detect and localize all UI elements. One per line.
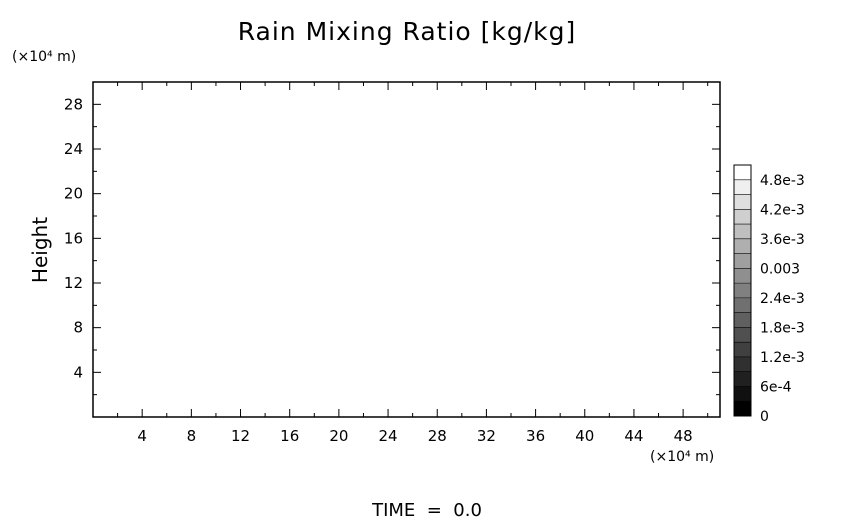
x-tick-label: 36 [526, 427, 545, 445]
colorbar-band [734, 342, 751, 358]
y-tick-label: 16 [64, 229, 83, 247]
x-tick-labels: 4 8 12 16 20 24 28 32 36 40 44 48 [137, 427, 692, 445]
colorbar-frame [733, 164, 752, 417]
colorbar-band [734, 224, 751, 240]
colorbar-band [734, 268, 751, 284]
y-tick-label: 24 [64, 140, 83, 158]
colorbar-label: 0 [760, 409, 769, 425]
colorbar-label: 6e-4 [760, 379, 792, 395]
colorbar-band [734, 165, 751, 181]
axis-ticks [93, 82, 720, 417]
colorbar-band [734, 356, 751, 373]
colorbar-label: 0.003 [760, 261, 800, 277]
colorbar-band [734, 179, 751, 195]
x-tick-label: 32 [477, 427, 496, 445]
colorbar-band [734, 194, 751, 210]
colorbar-band [734, 238, 751, 254]
colorbar [733, 164, 752, 417]
y-axis-label: Height [28, 217, 52, 283]
colorbar-label: 3.6e-3 [760, 232, 805, 248]
x-tick-label: 16 [280, 427, 299, 445]
x-tick-label: 28 [428, 427, 447, 445]
y-tick-label: 4 [73, 363, 83, 381]
y-axis-unit: (×10⁴ m) [12, 49, 76, 65]
colorbar-band [734, 401, 751, 417]
colorbar-band [734, 209, 751, 225]
colorbar-band [734, 297, 751, 313]
colorbar-label: 1.2e-3 [760, 350, 805, 366]
colorbar-label: 4.8e-3 [760, 173, 805, 189]
x-tick-label: 20 [329, 427, 348, 445]
colorbar-band [734, 371, 751, 387]
y-tick-labels: 4 8 12 16 20 24 28 [64, 95, 83, 381]
colorbar-label: 2.4e-3 [760, 291, 805, 307]
x-axis-unit: (×10⁴ m) [650, 449, 714, 465]
colorbar-band [734, 253, 751, 269]
x-tick-label: 48 [674, 427, 693, 445]
y-tick-label: 20 [64, 185, 83, 203]
x-tick-label: 44 [624, 427, 643, 445]
x-tick-label: 8 [187, 427, 197, 445]
colorbar-band [734, 312, 751, 328]
colorbar-labels: 0 6e-4 1.2e-3 1.8e-3 2.4e-3 0.003 3.6e-3 4.2e-3… [760, 173, 805, 425]
plot-area [92, 81, 721, 418]
colorbar-label: 1.8e-3 [760, 320, 805, 336]
chart-title: Rain Mixing Ratio [kg/kg] [238, 17, 577, 46]
y-tick-label: 8 [73, 319, 83, 337]
colorbar-band [734, 327, 751, 343]
colorbar-band [734, 283, 751, 299]
y-tick-label: 28 [64, 95, 83, 113]
x-tick-label: 40 [575, 427, 594, 445]
x-tick-label: 12 [231, 427, 250, 445]
colorbar-label: 4.2e-3 [760, 202, 805, 218]
x-tick-label: 4 [137, 427, 147, 445]
colorbar-band [734, 386, 751, 402]
y-tick-label: 12 [64, 274, 83, 292]
x-tick-label: 24 [379, 427, 398, 445]
time-footer: TIME = 0.0 [371, 500, 482, 519]
